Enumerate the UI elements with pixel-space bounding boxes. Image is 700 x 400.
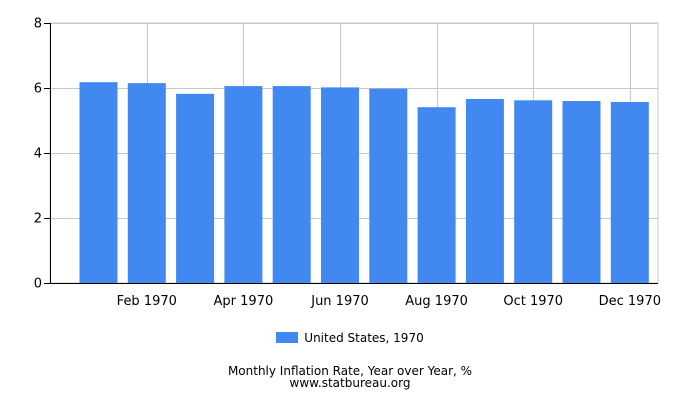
y-tick-label: 2 xyxy=(34,212,42,227)
y-tick-label: 4 xyxy=(34,147,42,162)
axes: 0 2 4 6 8 Feb 1970 Apr 1970 Jun 1970 Aug 1970 Oct… xyxy=(34,17,661,310)
bars xyxy=(79,82,649,284)
bar xyxy=(127,83,166,283)
x-tick-label: Apr 1970 xyxy=(214,294,274,309)
x-tick-label: Aug 1970 xyxy=(405,294,468,309)
bar xyxy=(321,87,359,284)
bar xyxy=(610,102,649,283)
y-tick-label: 6 xyxy=(34,82,42,97)
bar xyxy=(176,93,215,283)
legend: United States, 1970 xyxy=(0,331,700,345)
bar-chart: 0 2 4 6 8 Feb 1970 Apr 1970 Jun 1970 Aug 1970 Oct… xyxy=(34,17,661,310)
legend-swatch xyxy=(276,332,299,343)
bar xyxy=(417,107,456,283)
source-label: www.statbureau.org xyxy=(289,376,411,390)
chart-title: Monthly Inflation Rate, Year over Year, … xyxy=(227,364,473,378)
bar xyxy=(272,86,311,283)
legend-label: United States, 1970 xyxy=(304,331,424,345)
y-tick-label: 8 xyxy=(34,17,42,32)
y-tick-label: 0 xyxy=(34,277,42,292)
bar xyxy=(79,82,118,283)
bar xyxy=(224,86,263,283)
bar xyxy=(514,100,553,283)
bar xyxy=(369,88,408,283)
bar xyxy=(465,99,504,283)
x-tick-label: Feb 1970 xyxy=(117,294,177,309)
bar xyxy=(562,101,601,283)
x-tick-label: Jun 1970 xyxy=(310,294,369,309)
x-tick-label: Oct 1970 xyxy=(503,294,563,309)
x-tick-label: Dec 1970 xyxy=(599,294,661,309)
